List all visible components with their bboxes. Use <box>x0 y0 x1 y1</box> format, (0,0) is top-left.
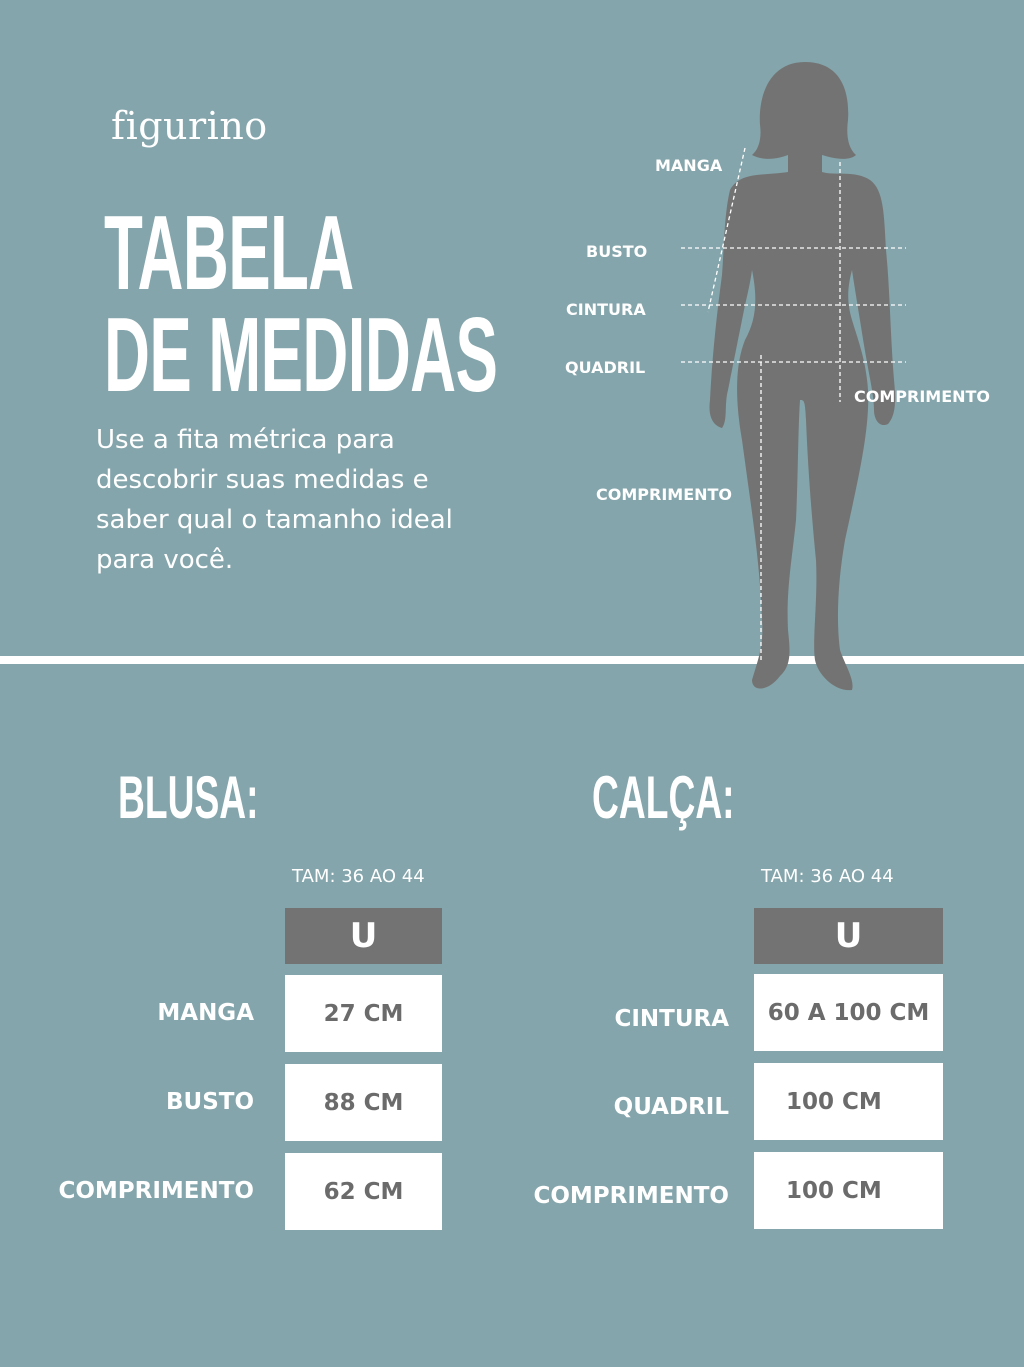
figure-label-quadril: QUADRIL <box>565 358 646 377</box>
page-title-line2: DE MEDIDAS <box>104 296 498 414</box>
blusa-cell: 88 CM <box>285 1064 442 1141</box>
calca-row-label: COMPRIMENTO <box>533 1183 729 1209</box>
figure-label-comprimento-bottom: COMPRIMENTO <box>596 485 733 504</box>
calca-size-range: TAM: 36 AO 44 <box>761 866 894 887</box>
calca-cell: 100 CM <box>754 1152 943 1229</box>
calca-row-label: CINTURA <box>614 1006 729 1032</box>
blusa-row-label: MANGA <box>157 1000 254 1026</box>
description: Use a fita métrica para descobrir suas m… <box>96 425 453 575</box>
figure-label-cintura: CINTURA <box>566 300 646 319</box>
blusa-column-header: U <box>285 908 442 964</box>
floor-divider <box>0 656 1024 664</box>
brand-logo: figurino <box>111 104 268 148</box>
calca-column-header: U <box>754 908 943 964</box>
body-silhouette-icon <box>681 62 906 691</box>
calca-cell: 60 A 100 CM <box>754 974 943 1051</box>
blusa-cell: 27 CM <box>285 975 442 1052</box>
blusa-size-range: TAM: 36 AO 44 <box>292 866 425 887</box>
calca-heading: CALÇA: <box>592 764 735 831</box>
calca-cell: 100 CM <box>754 1063 943 1140</box>
blusa-cell: 62 CM <box>285 1153 442 1230</box>
figure-label-comprimento-top: COMPRIMENTO <box>854 387 991 406</box>
figure-label-manga: MANGA <box>655 156 723 175</box>
blusa-heading: BLUSA: <box>118 764 259 831</box>
figure-label-busto: BUSTO <box>586 242 648 261</box>
blusa-row-label: COMPRIMENTO <box>58 1178 254 1204</box>
page-title-line1: TABELA <box>104 194 354 312</box>
calca-row-label: QUADRIL <box>613 1094 729 1120</box>
blusa-row-label: BUSTO <box>165 1089 254 1115</box>
